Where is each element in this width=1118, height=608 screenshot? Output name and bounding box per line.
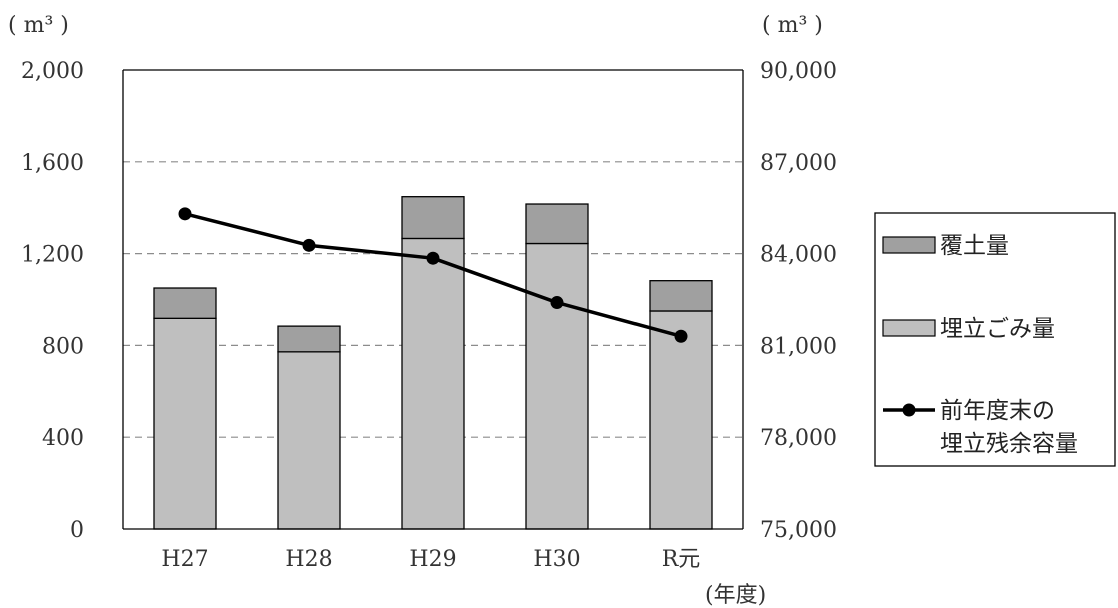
bars <box>153 196 713 530</box>
bar-segment-覆土量 <box>649 280 713 312</box>
legend-label-覆土量: 覆土量 <box>940 233 1009 259</box>
right-tick-label: 78,000 <box>760 426 837 451</box>
legend-box <box>874 212 1116 467</box>
category-label: H29 <box>409 547 456 572</box>
gridlines <box>123 161 743 438</box>
x-axis-label: (年度) <box>705 583 766 608</box>
bar-segment-埋立ごみ量 <box>277 351 341 530</box>
right-tick-label: 84,000 <box>760 243 837 268</box>
category-label: R元 <box>662 547 701 572</box>
right-axis-unit: ( m³ ) <box>762 13 823 38</box>
legend-swatch-埋立ごみ量 <box>882 319 936 337</box>
left-tick-label: 0 <box>70 518 84 543</box>
line-series <box>178 207 688 343</box>
legend-label-line-0: 前年度末の <box>940 398 1055 424</box>
category-label: H30 <box>533 547 580 572</box>
bar-segment-覆土量 <box>525 203 589 245</box>
line-point <box>426 251 440 265</box>
line-point <box>302 238 316 252</box>
right-tick-label: 75,000 <box>760 518 837 543</box>
bar-segment-埋立ごみ量 <box>153 317 217 530</box>
right-tick-label: 90,000 <box>760 59 837 84</box>
axes <box>122 69 744 530</box>
line-point <box>674 329 688 343</box>
axis-labels: 0 400 800 1,200 1,600 2,000 75,000 78,000 81,000… <box>21 59 837 572</box>
bar-segment-埋立ごみ量 <box>525 242 589 530</box>
left-tick-label: 1,600 <box>21 151 84 176</box>
left-tick-label: 2,000 <box>21 59 84 84</box>
bar-segment-覆土量 <box>401 196 465 240</box>
category-label: H27 <box>161 547 208 572</box>
bar-segment-埋立ごみ量 <box>401 237 465 530</box>
right-tick-label: 81,000 <box>760 334 837 359</box>
legend-label-line-1: 埋立残余容量 <box>940 431 1078 457</box>
left-axis-unit: ( m³ ) <box>8 13 69 38</box>
left-tick-label: 400 <box>42 426 84 451</box>
bar-segment-埋立ごみ量 <box>649 310 713 530</box>
legend-swatch-覆土量 <box>882 236 936 254</box>
legend-label-埋立ごみ量: 埋立ごみ量 <box>940 316 1055 342</box>
category-label: H28 <box>285 547 332 572</box>
legend-marker <box>902 403 916 417</box>
bar-segment-覆土量 <box>153 287 217 319</box>
bar-segment-覆土量 <box>277 325 341 353</box>
left-tick-label: 800 <box>42 334 84 359</box>
right-tick-label: 87,000 <box>760 151 837 176</box>
line-point <box>178 207 192 221</box>
line-point <box>550 296 564 310</box>
legend-label-残余容量: 前年度末の埋立残余容量 <box>940 398 1078 457</box>
left-tick-label: 1,200 <box>21 243 84 268</box>
